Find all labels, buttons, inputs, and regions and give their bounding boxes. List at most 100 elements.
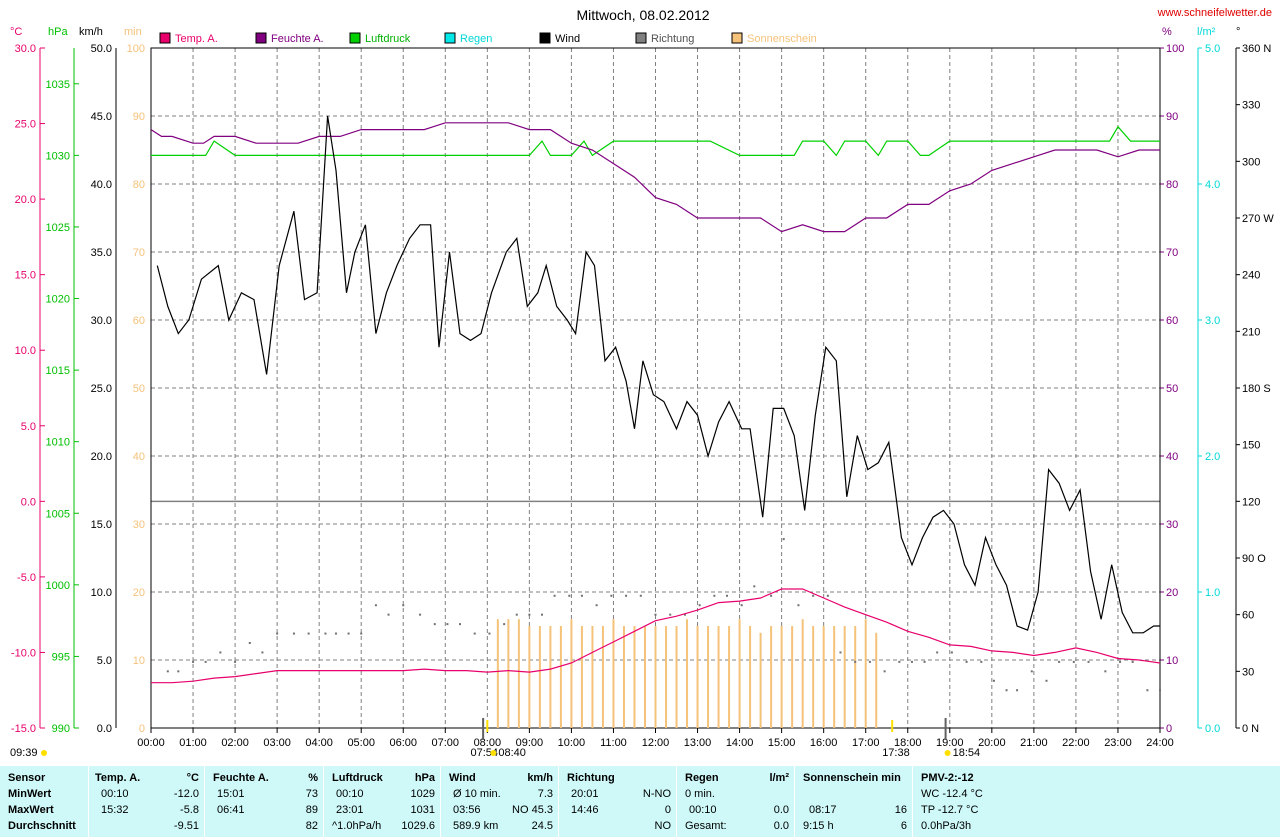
x-tick-label: 20:00 [978,737,1006,749]
sunrise-label-2: 08:40 [498,747,526,759]
source-url[interactable]: www.schneifelwetter.de [1157,7,1272,19]
wind-line [156,115,1160,634]
wind-tick-label: 40.0 [91,179,112,191]
stats-cell: NO 45.3 [512,804,553,816]
sun-icon [41,750,47,756]
temp-tick-label: 20.0 [15,194,36,206]
sunshine-bar [591,626,594,728]
stats-pmv-header: PMV-2:-12 [921,772,974,784]
wind-tick-label: 25.0 [91,383,112,395]
x-axis: 00:00 01:00 02:00 03:00 04:00 05:00 06:00 07:00… [137,728,1174,749]
sunshine-bar [538,626,541,728]
legend-label: Luftdruck [365,33,411,45]
sunshine-tick-label: 30 [133,519,145,531]
stats-cell: 89 [305,804,318,816]
stats-cell: 6 [900,820,907,832]
stats-rain-header: Regen [685,772,719,784]
humidity-tick-label: 100 [1166,43,1184,55]
direction-dot [360,632,363,635]
direction-dot [219,651,222,654]
sunshine-tick-label: 90 [133,111,145,123]
stats-cell: 7.3 [537,788,553,800]
direction-dot [980,660,983,663]
x-tick-label: 08:00 [474,737,502,749]
direction-dot [698,604,701,607]
x-tick-label: 01:00 [179,737,207,749]
sunshine-bar [875,632,878,728]
direction-dot [324,632,327,635]
direction-dot [654,613,657,616]
x-tick-label: 00:00 [137,737,165,749]
legend-label: Temp. A. [175,33,218,45]
sunshine-bar [864,619,867,728]
direction-dot [553,594,556,597]
stats-cell: -9.51 [173,820,199,832]
direction-dot [595,604,598,607]
x-tick-label: 15:00 [768,737,796,749]
stats-cell: TP -12.7 °C [921,804,979,816]
legend: Temp. A. Feuchte A. Luftdruck Regen Wind Rich… [159,32,817,45]
stats-cell: -5.8 [180,804,199,816]
sunshine-bar [854,626,857,728]
x-tick-label: 04:00 [305,737,333,749]
direction-dot [1119,660,1122,663]
direction-tick-label: 330 [1242,100,1260,112]
temp-tick-label: 10.0 [15,345,36,357]
direction-dot [725,594,728,597]
wind-tick-label: 10.0 [91,587,112,599]
pressure-tick-label: 1005 [46,508,70,520]
direction-dot [753,585,756,588]
stats-wind-header: Wind [449,772,476,784]
sunshine-bar [749,626,752,728]
temp-tick-label: 15.0 [15,270,36,282]
sun-left-time: 09:39 [10,747,38,759]
legend-swatch [731,32,743,44]
stats-humidity-unit: % [308,772,318,784]
stats-cell: 589.9 km [453,820,499,832]
sunshine-bar [517,619,520,728]
pressure-tick-label: 1010 [46,437,70,449]
direction-dot [1058,660,1061,663]
direction-dot [923,660,926,663]
direction-dot [347,632,350,635]
stats-cell: 24.5 [531,820,553,832]
wind-tick-label: 45.0 [91,111,112,123]
temp-tick-label: 30.0 [15,43,36,55]
stats-cell: 20:01 [571,788,599,800]
sunrise-label: 07:54 [471,747,499,759]
sunshine-bar [843,626,846,728]
direction-dot [910,660,913,663]
humidity-tick-label: 70 [1166,247,1178,259]
right-axes: 10090807060504030201005.04.03.02.01.00.0… [1160,43,1274,735]
grid [150,47,1161,729]
stats-cell: N-NO [642,788,671,800]
direction-dot [192,660,195,663]
direction-tick-label: 120 [1242,496,1260,508]
legend-swatch [159,32,171,44]
direction-dot [1005,689,1008,692]
sunset-label: 17:38 [882,747,910,759]
sunshine-bar [549,626,552,728]
pressure-tick-label: 1015 [46,365,70,377]
sunshine-bar [738,619,741,728]
direction-tick-label: 0 N [1242,723,1259,735]
chart-title: Mittwoch, 08.02.2012 [576,7,709,23]
stats-pressure-header: Luftdruck [332,772,383,784]
humidity-tick-label: 30 [1166,519,1178,531]
stats-rain: Regen l/m² 0 min. 00:10 0.0 Gesamt: 0.0 [676,766,795,837]
direction-tick-label: 210 [1242,326,1260,338]
wind-tick-label: 20.0 [91,451,112,463]
temp-unit-label: °C [10,26,22,38]
direction-dot [936,651,939,654]
stats-humidity-header: Feuchte A. [213,772,269,784]
stats-direction-header: Richtung [567,772,615,784]
stats-direction: Richtung 20:01 N-NO 14:46 0 NO [558,766,677,837]
pressure-tick-label: 1030 [46,150,70,162]
sunshine-tick-label: 20 [133,587,145,599]
rain-tick-label: 1.0 [1205,587,1220,599]
direction-dot [204,660,207,663]
temp-tick-label: -5.0 [17,572,36,584]
humidity-line [150,122,1160,233]
sunshine-bar [612,619,615,728]
direction-dot [1030,670,1033,673]
